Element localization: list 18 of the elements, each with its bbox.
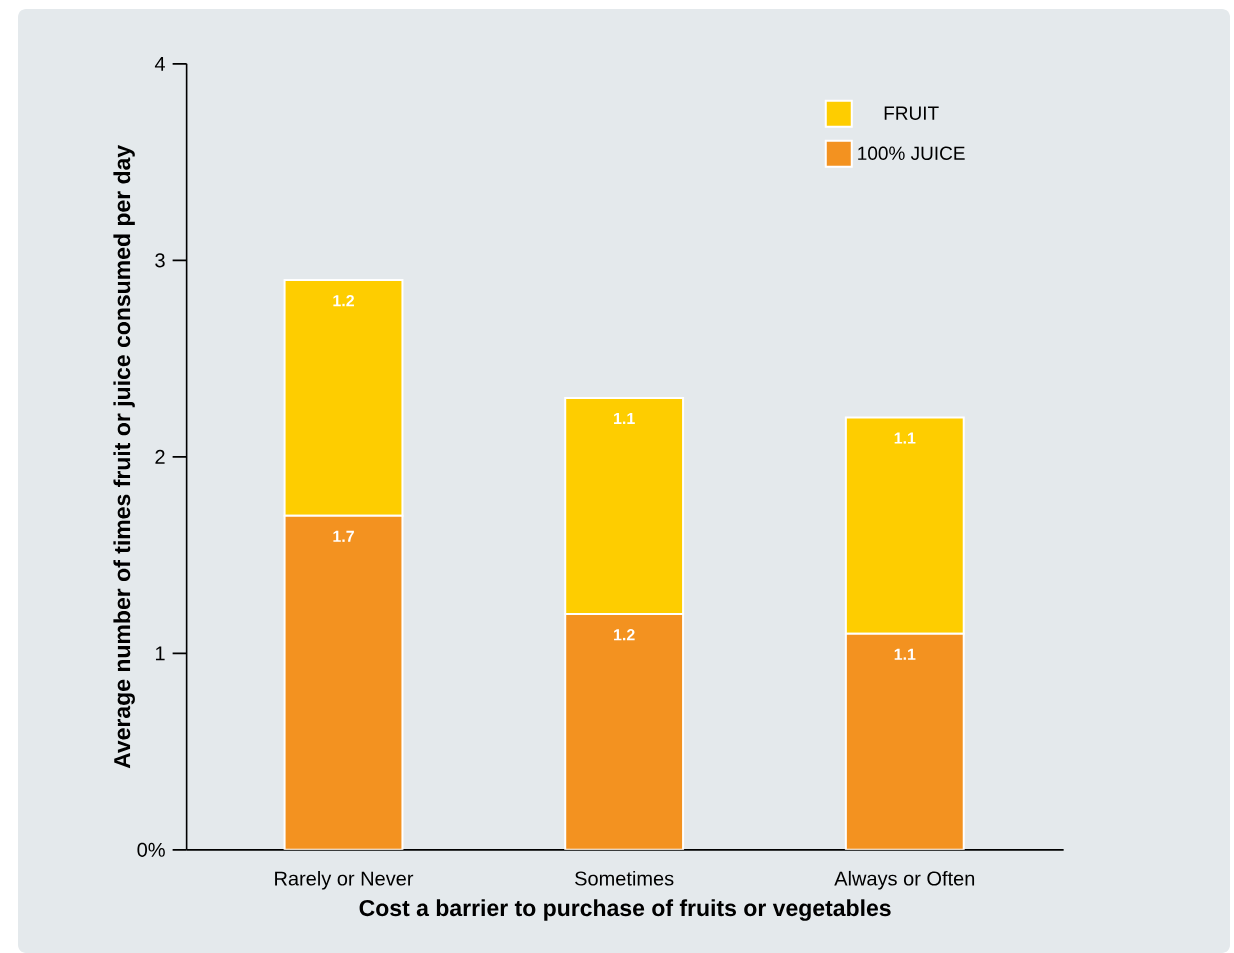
- x-tick-label: Rarely or Never: [275, 870, 414, 890]
- y-tick-label: 4: [154, 56, 165, 71]
- y-tick-label: 0%: [137, 842, 165, 857]
- y-tick-label: 3: [155, 253, 165, 268]
- x-axis-title: Cost a barrier to purchase of fruits or vegetables: [359, 899, 891, 921]
- data-label: 1.1: [614, 412, 635, 424]
- legend-label: FRUIT: [884, 106, 939, 120]
- y-axis-title: Average number of times fruit or juice consumed per day: [113, 144, 135, 769]
- legend-label: 100% JUICE: [858, 146, 965, 160]
- data-label: 1.2: [333, 295, 354, 307]
- y-tick-label: 1: [155, 646, 165, 661]
- data-label: 1.1: [894, 432, 916, 444]
- y-tick-label: 2: [155, 449, 165, 464]
- x-tick-label: Always or Often: [834, 870, 975, 890]
- x-tick-label: Sometimes: [575, 870, 674, 886]
- data-label: 1.7: [333, 530, 354, 542]
- data-label: 1.2: [614, 629, 635, 641]
- data-label: 1.1: [894, 648, 916, 660]
